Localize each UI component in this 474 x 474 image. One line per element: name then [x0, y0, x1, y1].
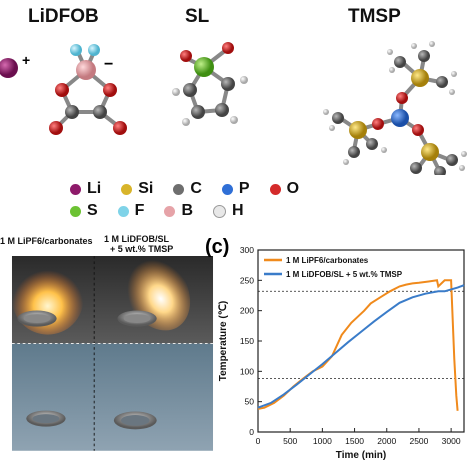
element-legend-row-2: S F B H [70, 202, 244, 220]
molecule-illustrations [0, 41, 467, 175]
x-tick-label: 3000 [442, 436, 461, 446]
y-tick-label: 0 [249, 427, 254, 437]
y-tick-label: 150 [240, 336, 254, 346]
lithium-charge: + [22, 52, 31, 68]
y-tick-label: 100 [240, 366, 254, 376]
y-tick-label: 200 [240, 306, 254, 316]
lidfob-title: LiDFOB [28, 6, 99, 27]
x-tick-label: 2000 [377, 436, 396, 446]
legend-b: B [164, 202, 193, 220]
x-tick-label: 500 [283, 436, 297, 446]
legend-s: S [70, 202, 98, 220]
y-tick-label: 250 [240, 275, 254, 285]
series-line-2 [257, 284, 465, 409]
b-swatch [164, 205, 176, 217]
f-swatch [117, 205, 129, 217]
x-tick-label: 0 [256, 436, 261, 446]
legend-c: C [173, 180, 202, 198]
legend-f: F [117, 202, 145, 220]
si-swatch [121, 183, 133, 195]
h-swatch [213, 204, 227, 218]
x-tick-label: 1000 [313, 436, 332, 446]
panel-c-label: (c) [205, 236, 230, 258]
o-swatch [269, 183, 281, 195]
temperature-chart: 0 500 1000 1500 2000 2500 3000 0 50 100 150 200 250 3… [218, 245, 465, 461]
flame-test-photos [11, 256, 214, 451]
photo-label-left: 1 M LiPF6/carbonates [0, 236, 93, 246]
legend-label-2: 1 M LiDFOB/SL + 5 wt.% TMSP [286, 270, 403, 279]
legend-li-label: Li [87, 180, 102, 197]
s-swatch [70, 205, 81, 217]
legend-h: H [213, 202, 244, 220]
y-tick-label: 50 [245, 397, 255, 407]
element-legend-row-1: Li Si C P O [70, 180, 299, 198]
photo-label-right-2: + 5 wt.% TMSP [110, 244, 174, 254]
legend-h-label: H [232, 202, 244, 219]
li-swatch [70, 183, 81, 195]
legend-p-label: P [238, 180, 250, 197]
x-tick-label: 2500 [409, 436, 428, 446]
legend-label-1: 1 M LiPF6/carbonates [286, 256, 369, 265]
anion-charge: − [104, 56, 114, 73]
legend-o-label: O [286, 180, 300, 197]
legend-b-label: B [181, 202, 194, 219]
sl-title: SL [185, 6, 210, 27]
legend-c-label: C [190, 180, 202, 197]
y-tick-label: 300 [240, 245, 254, 255]
photo-label-right-1: 1 M LiDFOB/SL [104, 234, 169, 244]
x-tick-label: 1500 [345, 436, 364, 446]
x-axis-label: Time (min) [336, 450, 386, 461]
c-swatch [173, 183, 185, 195]
p-swatch [221, 183, 233, 195]
legend-f-label: F [134, 202, 145, 219]
legend-o: O [269, 180, 300, 198]
legend-li: Li [70, 180, 101, 198]
legend-si-label: Si [138, 180, 154, 197]
tmsp-title: TMSP [348, 6, 401, 27]
y-axis-label: Temperature (℃) [218, 301, 229, 382]
legend-p: P [221, 180, 250, 198]
legend-s-label: S [87, 202, 98, 219]
legend-si: Si [121, 180, 153, 198]
